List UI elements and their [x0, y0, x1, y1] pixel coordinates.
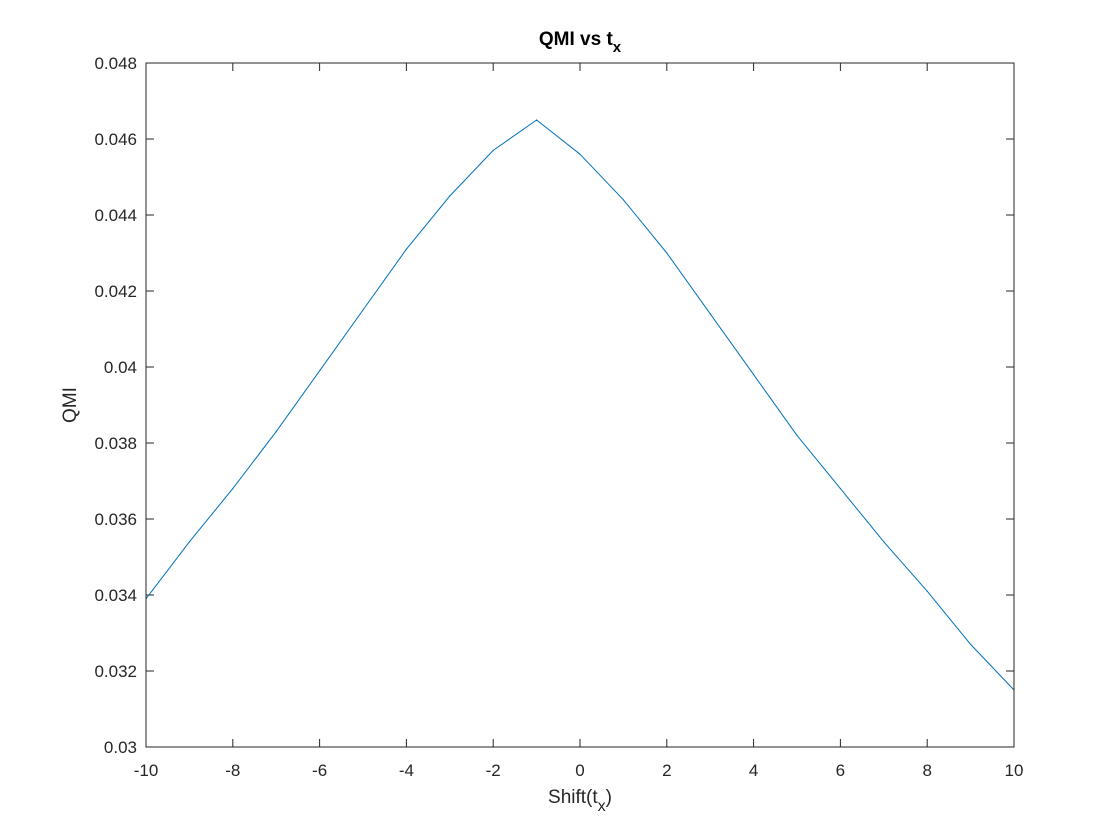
y-tick-label: 0.04: [104, 358, 137, 377]
y-tick-label: 0.036: [94, 510, 137, 529]
data-point: [709, 313, 711, 315]
data-point: [666, 252, 668, 254]
x-axis-label-suffix: ): [606, 787, 612, 808]
y-tick-label: 0.03: [104, 738, 137, 757]
chart-title-main: QMI vs t: [539, 29, 614, 50]
data-point: [275, 431, 277, 433]
data-point: [188, 541, 190, 543]
data-point: [883, 541, 885, 543]
data-point: [622, 199, 625, 201]
data-point: [839, 488, 842, 490]
x-tick-label: 4: [749, 761, 758, 780]
plot-area: [146, 63, 1014, 747]
data-point: [536, 119, 538, 121]
x-tick-label: 0: [575, 761, 584, 780]
x-tick-label: -4: [399, 761, 414, 780]
data-point: [232, 488, 234, 490]
data-point: [405, 248, 407, 250]
x-tick-label: -8: [225, 761, 240, 780]
chart-title-subscript: x: [613, 39, 622, 56]
data-point: [796, 434, 798, 436]
y-tick-label: 0.042: [94, 282, 137, 301]
y-tick-label: 0.032: [94, 662, 137, 681]
y-tick-label: 0.048: [94, 54, 137, 73]
data-point: [362, 309, 364, 311]
x-tick-label: 2: [662, 761, 671, 780]
x-tick-label: 10: [1005, 761, 1024, 780]
y-tick-label: 0.038: [94, 434, 137, 453]
x-tick-label: -10: [134, 761, 159, 780]
x-tick-label: 8: [922, 761, 931, 780]
y-tick-label: 0.046: [94, 130, 137, 149]
y-tick-label: 0.044: [94, 206, 137, 225]
x-axis-label: Shift(tx): [548, 787, 612, 815]
data-point: [492, 149, 494, 151]
data-point: [970, 643, 972, 646]
data-point: [579, 153, 581, 155]
x-axis-label-subscript: x: [598, 798, 606, 815]
chart-title: QMI vs tx: [539, 29, 622, 56]
x-tick-label: -6: [312, 761, 327, 780]
data-point: [319, 370, 321, 372]
data-point: [926, 590, 928, 592]
x-tick-label: 6: [836, 761, 845, 780]
series-layer: [145, 119, 1015, 691]
data-point: [449, 195, 451, 197]
y-axis-label: QMI: [60, 387, 81, 423]
data-point: [753, 374, 755, 376]
axes-box: [145, 62, 1015, 748]
x-tick-label: -2: [486, 761, 501, 780]
labels: -10 -8 -6 -4 -2 0 2 4 6 8 10 0.03 0.032 0.034 0.036 0.0…: [60, 29, 1023, 815]
y-tick-label: 0.034: [94, 586, 137, 605]
x-axis-label-main: Shift(t: [548, 787, 598, 808]
